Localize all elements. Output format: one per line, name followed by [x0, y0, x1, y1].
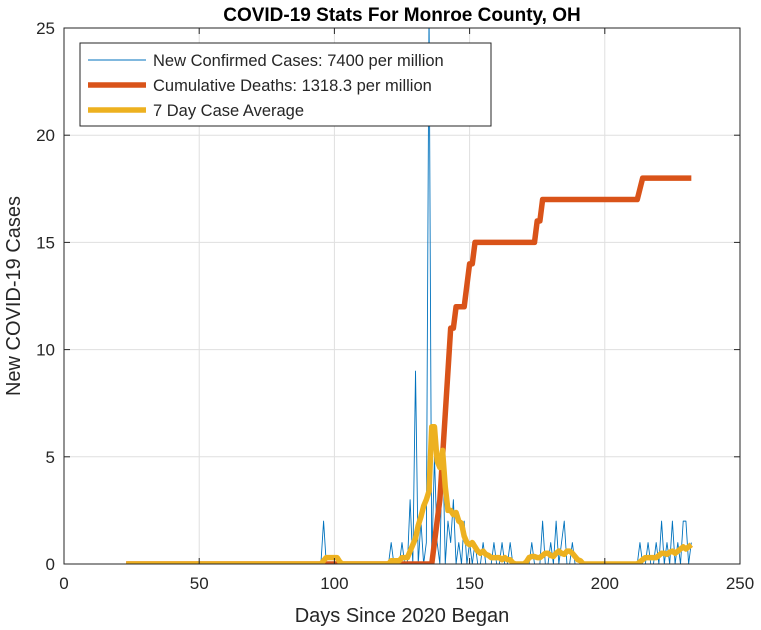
legend-box	[79, 42, 492, 127]
y-tick-label: 20	[36, 126, 55, 145]
x-axis-title: Days Since 2020 Began	[295, 605, 510, 627]
legend: New Confirmed Cases: 7400 per million Cu…	[79, 42, 492, 127]
legend-label-cumulative-deaths: Cumulative Deaths: 1318.3 per million	[153, 77, 432, 95]
series-line-7-day-average	[126, 424, 694, 564]
legend-label-7-day-average: 7 Day Case Average	[153, 102, 304, 120]
y-tick-label: 10	[36, 341, 55, 360]
series-line-new-cases	[126, 28, 692, 564]
x-tick-label: 200	[591, 574, 619, 593]
x-tick-label: 100	[320, 574, 348, 593]
x-tick-label: 250	[726, 574, 754, 593]
axis-ticks: 0 50 100 150 200 250 0 5 10 15 20 25	[36, 19, 754, 593]
chart-title: COVID-19 Stats For Monroe County, OH	[223, 5, 581, 26]
y-axis-title: New COVID-19 Cases	[3, 196, 25, 396]
series-layer	[126, 28, 694, 564]
series-line-cumulative-deaths	[126, 175, 692, 564]
legend-label-new-cases: New Confirmed Cases: 7400 per million	[153, 52, 444, 70]
y-tick-label: 25	[36, 19, 55, 38]
x-tick-label: 0	[59, 574, 68, 593]
y-tick-label: 15	[36, 233, 55, 252]
plot-frame	[63, 27, 741, 565]
x-tick-label: 150	[455, 574, 483, 593]
y-tick-label: 5	[46, 448, 55, 467]
y-tick-label: 0	[46, 555, 55, 574]
x-tick-label: 50	[190, 574, 209, 593]
